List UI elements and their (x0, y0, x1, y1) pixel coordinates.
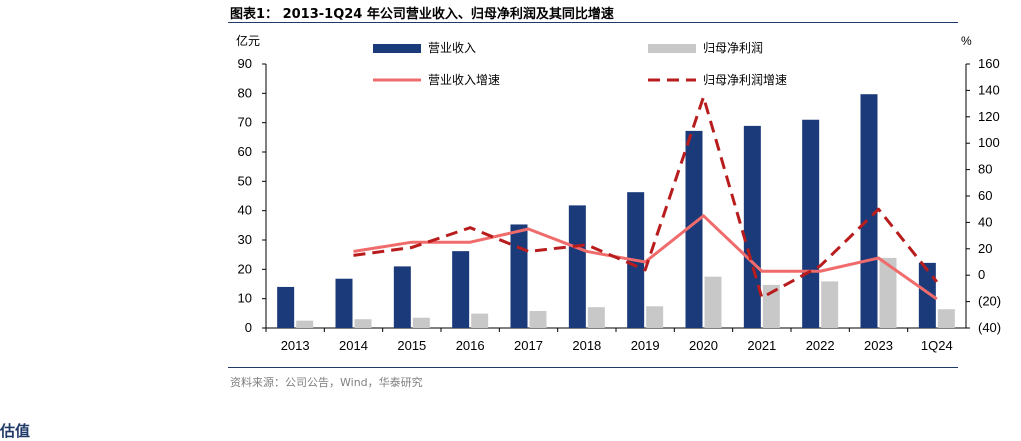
x-tick-label: 2018 (572, 338, 601, 353)
x-tick-label: 2014 (339, 338, 368, 353)
net-profit-bar (471, 313, 489, 328)
x-tick-label: 2013 (281, 338, 310, 353)
revenue-bar (277, 286, 295, 328)
x-tick-label: 2017 (514, 338, 543, 353)
net-profit-bar (762, 284, 780, 328)
x-tick-label: 2016 (456, 338, 485, 353)
revenue-growth-line (353, 214, 938, 301)
source-note: 资料来源：公司公告，Wind，华泰研究 (230, 376, 423, 389)
left-tick-label: 80 (238, 85, 252, 100)
x-tick-label: 2015 (397, 338, 426, 353)
right-tick-label: 60 (978, 188, 992, 203)
net-profit-bar (879, 257, 897, 328)
left-tick-label: 90 (238, 56, 252, 71)
right-tick-label: (40) (978, 320, 1001, 335)
title-divider (228, 22, 958, 23)
x-tick-label: 2020 (689, 338, 718, 353)
left-tick-label: 20 (238, 261, 252, 276)
chart-lines (353, 95, 939, 301)
revenue-bar (918, 262, 936, 328)
revenue-bar (452, 251, 470, 328)
net-profit-bar (412, 317, 430, 328)
net-profit-bar (937, 309, 955, 328)
revenue-bar (685, 130, 703, 328)
chart-title: 图表1： 2013-1Q24 年公司营业收入、归母净利润及其同比增速 (230, 7, 614, 22)
right-tick-label: 100 (978, 135, 1000, 150)
revenue-bar (802, 119, 820, 328)
x-tick-label: 2019 (631, 338, 660, 353)
legend-swatch-net-profit (648, 44, 696, 53)
revenue-bar (568, 205, 586, 328)
chart-bars (277, 94, 955, 328)
net-profit-bar (646, 306, 664, 328)
revenue-bar (510, 224, 528, 328)
net-profit-bar (354, 319, 372, 328)
left-tick-label: 40 (238, 203, 252, 218)
revenue-bar (335, 278, 353, 328)
x-tick-label: 2021 (747, 338, 776, 353)
profit-growth-line (353, 95, 939, 300)
legend-swatch-revenue (373, 44, 421, 53)
left-tick-label: 60 (238, 144, 252, 159)
legend-label-net-profit: 归母净利润 (703, 41, 763, 55)
revenue-bar (743, 125, 761, 328)
left-tick-label: 0 (245, 320, 252, 335)
net-profit-bar (587, 307, 605, 328)
x-tick-label: 1Q24 (921, 338, 953, 353)
right-tick-label: 20 (978, 241, 992, 256)
right-axis-unit: % (961, 34, 972, 48)
source-divider (228, 367, 958, 368)
net-profit-bar (704, 276, 722, 328)
chart-axes: 0 10 20 30 40 50 60 70 80 90 (40) (20) 0 20 40 60 80 100 1… (236, 33, 1001, 353)
left-tick-label: 10 (238, 291, 252, 306)
net-profit-bar (296, 320, 314, 328)
left-tick-label: 50 (238, 173, 252, 188)
left-tick-label: 30 (238, 232, 252, 247)
combo-chart: 0 10 20 30 40 50 60 70 80 90 (40) (20) 0 20 40 60 80 100 1… (236, 33, 1001, 353)
right-tick-label: 0 (978, 267, 985, 282)
revenue-bar (393, 266, 411, 328)
left-tick-label: 70 (238, 115, 252, 130)
right-tick-label: 160 (978, 56, 1000, 71)
net-profit-bar (821, 281, 839, 328)
legend-label-revenue-growth: 营业收入增速 (428, 73, 500, 87)
right-tick-label: 120 (978, 109, 1000, 124)
net-profit-bar (529, 310, 547, 328)
right-tick-label: 40 (978, 214, 992, 229)
right-tick-label: 140 (978, 82, 1000, 97)
revenue-bar (860, 94, 878, 328)
legend-label-profit-growth: 归母净利润增速 (703, 73, 787, 87)
x-tick-label: 2022 (806, 338, 835, 353)
right-tick-label: (20) (978, 294, 1001, 309)
x-tick-label: 2023 (864, 338, 893, 353)
left-axis-unit: 亿元 (236, 33, 260, 48)
legend-label-revenue: 营业收入 (428, 41, 476, 55)
right-tick-label: 80 (978, 162, 992, 177)
